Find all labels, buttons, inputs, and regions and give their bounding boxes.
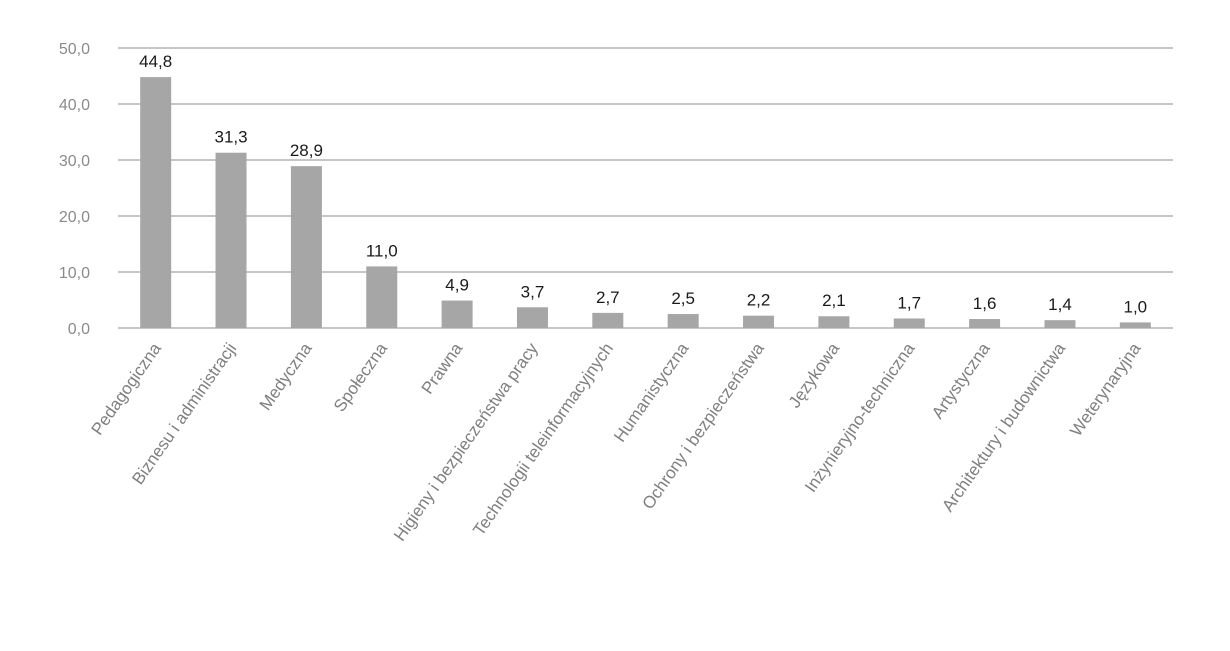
bar: [743, 315, 775, 328]
category-label: Społeczna: [330, 339, 391, 415]
category-label: Architektury i budownictwa: [938, 339, 1069, 515]
category-label: Higieny i bezpieczeństwa pracy: [390, 339, 542, 545]
bar: [592, 312, 624, 328]
data-label: 1,4: [1048, 295, 1072, 314]
y-tick-label: 20,0: [59, 209, 90, 226]
category-label: Pedagogiczna: [88, 339, 166, 439]
category-label: Prawna: [418, 339, 467, 398]
data-label: 2,7: [596, 288, 620, 307]
data-label: 2,5: [671, 289, 695, 308]
category-label: Weterynaryjna: [1066, 339, 1145, 440]
data-label: 28,9: [290, 141, 323, 160]
bar: [441, 300, 473, 328]
bar: [366, 266, 398, 328]
bar: [1044, 320, 1076, 328]
data-label: 2,1: [822, 291, 846, 310]
category-label: Technologii teleinformacyjnych: [469, 339, 617, 539]
bar: [893, 318, 925, 328]
bar: [667, 314, 699, 328]
category-label: Artystyczna: [928, 339, 994, 422]
bar: [969, 319, 1001, 328]
data-label: 3,7: [521, 282, 545, 301]
data-label: 11,0: [366, 241, 398, 260]
category-label: Humanistyczna: [610, 339, 693, 446]
y-tick-label: 10,0: [59, 265, 90, 282]
data-labels: 44,8 31,3 28,9 11,0 4,9 3,7 2,7 2,5 2,2 2,1 1,7 1,6…: [139, 52, 1147, 316]
category-label: Medyczna: [256, 339, 316, 414]
y-axis-ticks: 0,0 10,0 20,0 30,0 40,0 50,0: [59, 41, 90, 338]
data-label: 1,7: [897, 293, 921, 312]
data-label: 1,0: [1124, 297, 1148, 316]
y-tick-label: 30,0: [59, 153, 90, 170]
y-tick-label: 50,0: [59, 41, 90, 58]
bar: [140, 77, 172, 329]
category-label: Językowa: [785, 339, 844, 411]
bars: [140, 77, 1151, 329]
data-label: 44,8: [139, 52, 172, 71]
data-label: 2,2: [747, 291, 771, 310]
data-label: 4,9: [445, 276, 469, 295]
bar: [1119, 322, 1151, 328]
bar: [516, 307, 548, 328]
bar: [290, 166, 322, 328]
y-tick-label: 0,0: [68, 321, 90, 338]
gridlines: [118, 47, 1173, 329]
data-label: 31,3: [214, 128, 247, 147]
data-label: 1,6: [973, 294, 997, 313]
bar: [818, 316, 850, 328]
y-tick-label: 40,0: [59, 97, 90, 114]
bar: [215, 152, 247, 328]
